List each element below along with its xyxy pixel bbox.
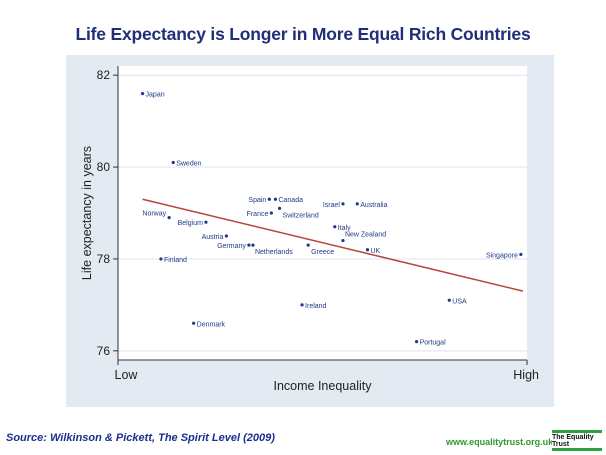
- data-point: [414, 340, 419, 344]
- data-point: [341, 202, 345, 206]
- x-tick-label: Low: [115, 368, 139, 382]
- x-axis-title: Income Inequality: [274, 379, 373, 393]
- x-tick-label: High: [513, 368, 539, 382]
- data-point: [341, 238, 345, 243]
- data-point: [171, 160, 175, 165]
- y-tick-label: 80: [97, 160, 111, 174]
- data-point: [306, 243, 310, 247]
- point-label: Portugal: [420, 340, 447, 347]
- point-label: Japan: [146, 92, 165, 99]
- data-point: [300, 303, 304, 307]
- point-label: Sweden: [176, 160, 201, 167]
- point-label: Spain: [248, 197, 266, 204]
- plot-area: [118, 66, 527, 360]
- point-label: UK: [370, 248, 380, 255]
- point-label: Finland: [164, 257, 187, 264]
- data-point: [267, 197, 271, 201]
- equality-trust-logo: The Equality Trust: [552, 430, 602, 451]
- point-label: France: [247, 211, 269, 218]
- point-label: Germany: [217, 243, 246, 250]
- data-point: [519, 252, 523, 256]
- data-point: [247, 243, 251, 247]
- data-point: [447, 298, 451, 302]
- data-point: [204, 220, 208, 224]
- source-citation: Source: Wilkinson & Pickett, The Spirit …: [6, 432, 275, 444]
- point-label: Singapore: [486, 252, 518, 259]
- point-label: Switzerland: [283, 212, 319, 219]
- point-label: Netherlands: [255, 249, 293, 256]
- data-point: [167, 215, 171, 220]
- y-tick-label: 82: [97, 68, 111, 82]
- point-label: New Zealand: [345, 232, 386, 239]
- data-point: [140, 91, 145, 96]
- website-link[interactable]: www.equalitytrust.org.uk: [446, 437, 554, 447]
- data-point: [251, 243, 255, 247]
- data-point: [159, 257, 163, 261]
- point-label: Australia: [360, 202, 387, 209]
- fit-line: [142, 198, 524, 292]
- point-label: Israel: [323, 202, 341, 209]
- data-point: [355, 202, 359, 206]
- point-label: Canada: [278, 197, 303, 204]
- data-point: [333, 225, 337, 229]
- data-point: [277, 206, 282, 211]
- point-label: USA: [452, 298, 467, 305]
- point-label: Italy: [338, 225, 351, 232]
- point-label: Ireland: [305, 303, 327, 310]
- y-tick-label: 78: [97, 252, 111, 266]
- point-label: Greece: [311, 249, 334, 256]
- y-axis-title: Life expectancy in years: [80, 146, 94, 280]
- data-point: [273, 197, 278, 201]
- point-label: Norway: [142, 211, 166, 218]
- data-point: [224, 234, 228, 238]
- data-point: [269, 211, 273, 215]
- point-label: Denmark: [197, 321, 226, 328]
- chart-title: Life Expectancy is Longer in More Equal …: [75, 24, 531, 44]
- data-point: [192, 321, 196, 325]
- data-point: [365, 248, 370, 252]
- point-label: Austria: [202, 234, 224, 241]
- y-tick-label: 76: [97, 344, 111, 358]
- point-label: Belgium: [178, 220, 203, 227]
